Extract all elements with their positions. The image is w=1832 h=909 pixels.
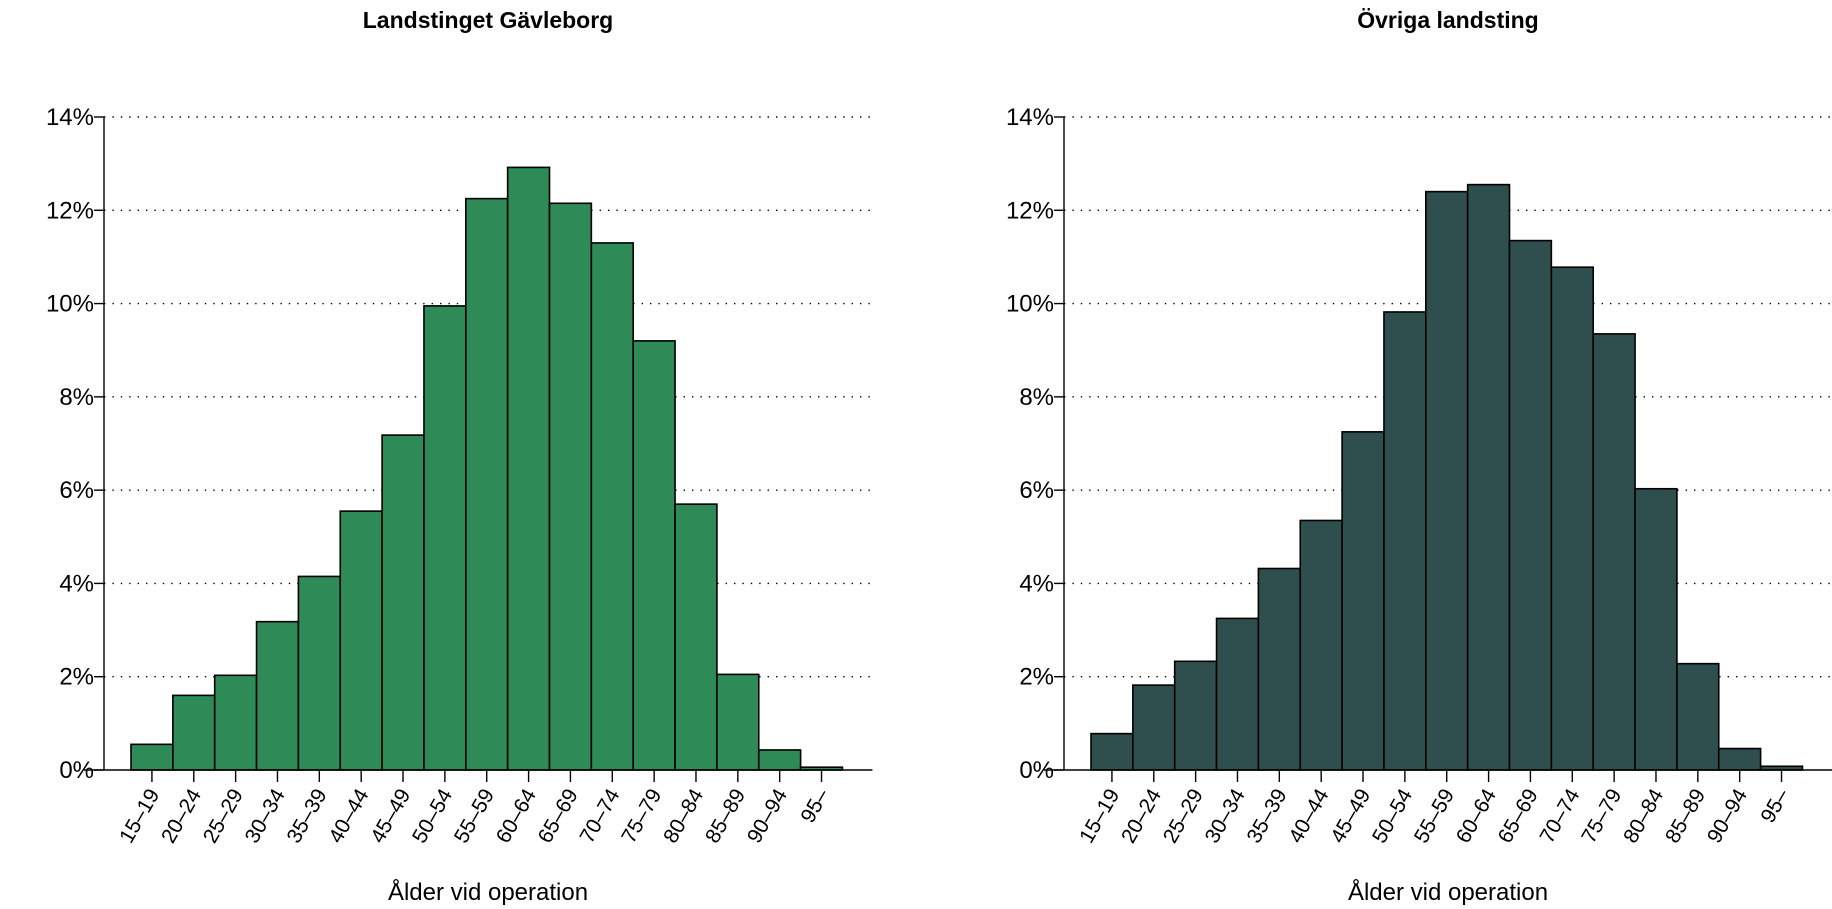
bar [1257,567,1302,771]
bar [255,620,300,771]
x-tick-label: 20–24 [1117,785,1166,847]
y-tick-label: 14% [46,104,94,131]
x-tick-label: 80–84 [659,785,708,847]
x-tick-label: 40–44 [1284,785,1333,847]
x-tick-label: 85–89 [701,785,750,847]
y-tick-label: 4% [1019,570,1054,597]
bar [590,242,634,771]
y-tick-label: 8% [1019,384,1054,411]
x-tick-label: 50–54 [1368,785,1417,847]
y-tick-label: 12% [46,197,94,224]
x-tick-label: 65–69 [534,785,583,847]
x-tick-label: 45–49 [366,785,415,847]
bar [339,510,383,771]
x-tick-label: 95– [796,785,834,827]
x-tick-label: 60–64 [492,785,541,847]
bar [632,340,676,771]
x-tick-label: 25–29 [1159,785,1208,847]
bar [1173,660,1218,771]
x-tick-label: 30–34 [1201,785,1250,847]
y-tick-label: 2% [1019,664,1054,691]
x-tick-label: 60–64 [1452,785,1501,847]
bar [213,674,258,771]
x-tick-label: 15–19 [1075,785,1124,847]
y-tick-label: 14% [1006,104,1054,131]
bar [1383,311,1427,771]
chart-panel-ovriga: Övriga landsting Ålder vid operation 0%2… [1006,7,1832,906]
x-tick-label: 25–29 [199,785,248,847]
y-tick-label: 2% [59,664,94,691]
bar [1132,684,1176,771]
x-tick-label: 70–74 [575,785,624,847]
x-tick-label: 90–94 [1703,785,1752,847]
x-tick-label: 35–39 [283,785,332,847]
x-tick-label: 40–44 [324,785,373,847]
x-tick-label: 90–94 [743,785,792,847]
chart-title: Landstinget Gävleborg [363,7,613,33]
x-tick-label: 45–49 [1326,785,1375,847]
y-tick-label: 8% [59,384,94,411]
y-tick-label: 10% [1006,291,1054,318]
bar [757,749,802,771]
y-tick-label: 4% [59,570,94,597]
bar [674,503,718,771]
x-axis-label: Ålder vid operation [1348,878,1548,906]
bar [423,305,467,771]
y-tick-label: 10% [46,291,94,318]
x-tick-label: 65–69 [1494,785,1543,847]
x-tick-label: 75–79 [1577,785,1626,847]
y-tick-label: 6% [59,477,94,504]
bar [1550,266,1594,771]
x-tick-label: 55–59 [1410,785,1459,847]
bar [464,197,509,771]
x-tick-label: 50–54 [408,785,457,847]
x-tick-label: 75–79 [617,785,666,847]
bar [297,575,342,771]
y-tick-label: 12% [1006,197,1054,224]
x-tick-label: 55–59 [450,785,499,847]
x-tick-label: 15–19 [115,785,164,847]
x-tick-label: 85–89 [1661,785,1710,847]
bar [548,202,593,771]
chart-title: Övriga landsting [1357,7,1538,33]
x-axis-label: Ålder vid operation [388,878,588,906]
bar [716,673,760,771]
bar [172,694,216,771]
bar [1090,732,1134,771]
bar [1299,519,1343,771]
y-tick-label: 6% [1019,477,1054,504]
x-tick-label: 80–84 [1619,785,1668,847]
bar [1215,617,1260,771]
bar [1676,662,1720,771]
x-tick-label: 20–24 [157,785,206,847]
x-tick-label: 95– [1756,785,1794,827]
bar [130,743,174,771]
bar [1425,190,1469,771]
x-tick-label: 35–39 [1243,785,1292,847]
bar [1466,183,1511,771]
bar [1717,747,1762,771]
x-tick-label: 70–74 [1535,785,1584,847]
chart-panel-gavleborg: Landstinget Gävleborg Ålder vid operatio… [46,7,875,906]
bar [1634,487,1678,771]
x-tick-label: 30–34 [241,785,290,847]
bar [506,166,551,771]
bar [1341,431,1385,771]
bar [1508,239,1553,771]
bar [381,434,425,771]
bar [1592,333,1636,771]
